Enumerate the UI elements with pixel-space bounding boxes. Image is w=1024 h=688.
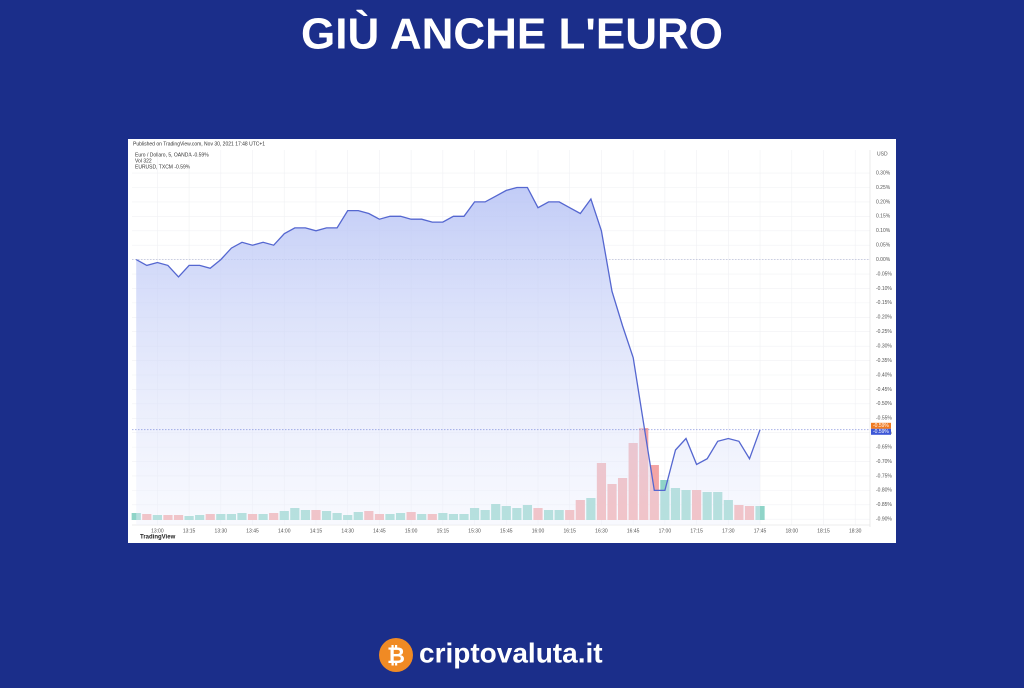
x-tick-label: 15:30 <box>468 528 481 534</box>
y-tick-label: 0.05% <box>876 243 891 249</box>
page-title: GIÙ ANCHE L'EURO <box>301 9 723 59</box>
x-tick-label: 13:45 <box>246 528 259 534</box>
footer-logo: TradingView <box>140 535 176 541</box>
x-tick-label: 13:00 <box>151 528 164 534</box>
y-tick-label: -0.20% <box>876 315 892 321</box>
y-tick-label: -0.05% <box>876 271 892 277</box>
plot: 0.30% 0.25% 0.20% 0.15% 0.10% 0.05% 0.00% -0.05… <box>131 150 892 534</box>
y-tick-label: 0.30% <box>876 170 891 176</box>
y-tick-label: -0.25% <box>876 329 892 335</box>
last-badge-label: -0.59% <box>873 423 889 429</box>
legend-line: Euro / Dollaro, 5, OANDA -0.59% <box>135 152 209 158</box>
brand-icon-glyph: ₿ <box>387 643 405 668</box>
y-tick-label: -0.75% <box>876 473 892 479</box>
x-tick-label: 16:15 <box>563 528 576 534</box>
x-tick-label: 15:00 <box>405 528 418 534</box>
y-tick-label: -0.85% <box>876 502 892 508</box>
y-tick-label: -0.90% <box>876 517 892 523</box>
line <box>135 186 761 492</box>
x-tick-label: 16:45 <box>627 528 640 534</box>
last-badge <box>871 428 891 435</box>
y-unit: USD <box>877 151 888 157</box>
published-note: Published on TradingView.com, Nov 30, 20… <box>133 141 265 147</box>
y-tick-label: -0.35% <box>876 358 892 364</box>
x-tick-label: 17:45 <box>754 528 767 534</box>
x-tick-label: 14:30 <box>341 528 354 534</box>
x-tick-label: 15:15 <box>437 528 450 534</box>
y-tick-label: -0.70% <box>876 459 892 465</box>
x-tick-label: 13:30 <box>215 528 228 534</box>
x-tick-label: 16:30 <box>595 528 608 534</box>
x-tick-label: 14:15 <box>310 528 323 534</box>
x-tick-label: 14:45 <box>373 528 386 534</box>
y-tick-label: -0.10% <box>876 286 892 292</box>
y-tick-label: 0.00% <box>876 257 891 263</box>
x-tick-label: 18:30 <box>849 528 862 534</box>
x-tick-label: 17:30 <box>722 528 735 534</box>
y-tick-label: -0.50% <box>876 401 892 407</box>
y-tick-label: -0.65% <box>876 444 892 450</box>
y-tick-label: 0.25% <box>876 185 891 191</box>
line-area <box>136 187 760 525</box>
volume-bar <box>755 506 765 520</box>
y-tick-label: -0.30% <box>876 343 892 349</box>
x-tick-label: 18:00 <box>786 528 799 534</box>
last-badge <box>871 422 891 429</box>
brand-icon <box>379 638 413 672</box>
y-tick-label: 0.20% <box>876 199 891 205</box>
y-tick-label: 0.10% <box>876 228 891 234</box>
x-tick-label: 18:15 <box>817 528 830 534</box>
y-tick-label: -0.40% <box>876 372 892 378</box>
x-tick-label: 14:00 <box>278 528 291 534</box>
x-tick-label: 13:15 <box>183 528 196 534</box>
x-tick-label: 15:45 <box>500 528 513 534</box>
y-tick-label: -0.55% <box>876 416 892 422</box>
brand-name: criptovaluta.it <box>419 637 603 668</box>
x-tick-label: 16:00 <box>532 528 545 534</box>
y-tick-label: -0.15% <box>876 300 892 306</box>
x-tick-label: 17:00 <box>659 528 672 534</box>
x-tick-label: 17:15 <box>690 528 703 534</box>
last-badge-label: -0.59% <box>873 429 889 435</box>
y-tick-label: 0.15% <box>876 214 891 220</box>
y-tick-label: -0.45% <box>876 387 892 393</box>
legend-line: Vol 322 <box>135 158 152 164</box>
legend-line: EURUSD, TXCM -0.59% <box>135 164 191 170</box>
y-tick-label: -0.80% <box>876 488 892 494</box>
